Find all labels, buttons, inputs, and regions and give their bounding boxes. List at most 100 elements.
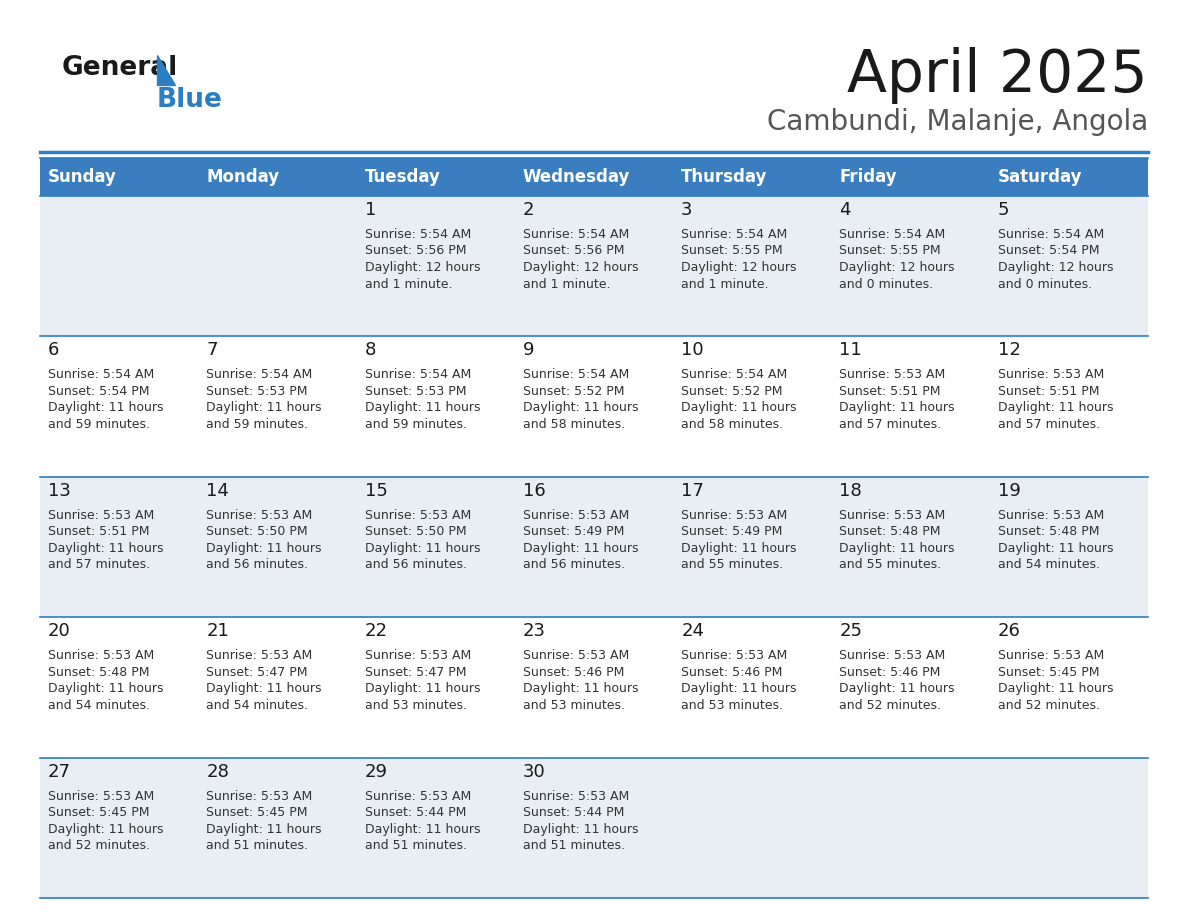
Text: and 0 minutes.: and 0 minutes. bbox=[840, 277, 934, 290]
Text: Sunset: 5:50 PM: Sunset: 5:50 PM bbox=[207, 525, 308, 538]
FancyBboxPatch shape bbox=[674, 196, 832, 336]
Text: Sunset: 5:51 PM: Sunset: 5:51 PM bbox=[840, 385, 941, 397]
Text: Daylight: 12 hours: Daylight: 12 hours bbox=[840, 261, 955, 274]
Text: Sunset: 5:46 PM: Sunset: 5:46 PM bbox=[840, 666, 941, 678]
Text: 20: 20 bbox=[48, 622, 71, 640]
Text: Sunset: 5:52 PM: Sunset: 5:52 PM bbox=[681, 385, 783, 397]
Text: 5: 5 bbox=[998, 201, 1010, 219]
Text: Sunset: 5:44 PM: Sunset: 5:44 PM bbox=[523, 806, 624, 819]
Text: Sunrise: 5:54 AM: Sunrise: 5:54 AM bbox=[840, 228, 946, 241]
FancyBboxPatch shape bbox=[832, 617, 990, 757]
Text: Daylight: 11 hours: Daylight: 11 hours bbox=[365, 542, 480, 554]
Text: Sunrise: 5:53 AM: Sunrise: 5:53 AM bbox=[840, 509, 946, 521]
Text: Saturday: Saturday bbox=[998, 168, 1082, 186]
Text: Daylight: 11 hours: Daylight: 11 hours bbox=[523, 682, 638, 695]
Text: Sunset: 5:45 PM: Sunset: 5:45 PM bbox=[207, 806, 308, 819]
FancyBboxPatch shape bbox=[514, 158, 674, 196]
Text: Sunrise: 5:53 AM: Sunrise: 5:53 AM bbox=[523, 509, 630, 521]
Text: 17: 17 bbox=[681, 482, 704, 499]
Text: and 54 minutes.: and 54 minutes. bbox=[207, 699, 308, 711]
Text: Daylight: 11 hours: Daylight: 11 hours bbox=[48, 823, 164, 835]
Text: Sunset: 5:56 PM: Sunset: 5:56 PM bbox=[523, 244, 625, 258]
Text: Daylight: 11 hours: Daylight: 11 hours bbox=[998, 542, 1113, 554]
Text: and 53 minutes.: and 53 minutes. bbox=[523, 699, 625, 711]
Text: Daylight: 11 hours: Daylight: 11 hours bbox=[998, 682, 1113, 695]
Text: and 51 minutes.: and 51 minutes. bbox=[365, 839, 467, 852]
Text: Sunset: 5:47 PM: Sunset: 5:47 PM bbox=[365, 666, 466, 678]
Text: Sunrise: 5:54 AM: Sunrise: 5:54 AM bbox=[48, 368, 154, 381]
Text: Daylight: 11 hours: Daylight: 11 hours bbox=[365, 823, 480, 835]
Text: Sunrise: 5:54 AM: Sunrise: 5:54 AM bbox=[681, 368, 788, 381]
Text: Sunrise: 5:54 AM: Sunrise: 5:54 AM bbox=[681, 228, 788, 241]
Text: and 52 minutes.: and 52 minutes. bbox=[840, 699, 941, 711]
Text: 10: 10 bbox=[681, 341, 703, 360]
Text: Tuesday: Tuesday bbox=[365, 168, 441, 186]
FancyBboxPatch shape bbox=[40, 617, 198, 757]
Text: 23: 23 bbox=[523, 622, 545, 640]
Text: 28: 28 bbox=[207, 763, 229, 780]
Text: Sunrise: 5:53 AM: Sunrise: 5:53 AM bbox=[207, 509, 312, 521]
Text: and 57 minutes.: and 57 minutes. bbox=[840, 418, 942, 431]
Text: Sunset: 5:45 PM: Sunset: 5:45 PM bbox=[48, 806, 150, 819]
Text: and 55 minutes.: and 55 minutes. bbox=[681, 558, 783, 571]
Text: and 51 minutes.: and 51 minutes. bbox=[207, 839, 308, 852]
Text: Sunrise: 5:53 AM: Sunrise: 5:53 AM bbox=[840, 649, 946, 662]
Text: and 52 minutes.: and 52 minutes. bbox=[998, 699, 1100, 711]
Text: Daylight: 11 hours: Daylight: 11 hours bbox=[681, 401, 797, 414]
Text: and 56 minutes.: and 56 minutes. bbox=[523, 558, 625, 571]
Text: Blue: Blue bbox=[157, 87, 223, 113]
FancyBboxPatch shape bbox=[674, 336, 832, 476]
FancyBboxPatch shape bbox=[356, 617, 514, 757]
FancyBboxPatch shape bbox=[514, 476, 674, 617]
Text: Sunrise: 5:54 AM: Sunrise: 5:54 AM bbox=[365, 368, 470, 381]
Text: Sunrise: 5:54 AM: Sunrise: 5:54 AM bbox=[998, 228, 1104, 241]
FancyBboxPatch shape bbox=[40, 476, 198, 617]
FancyBboxPatch shape bbox=[674, 476, 832, 617]
Text: and 53 minutes.: and 53 minutes. bbox=[365, 699, 467, 711]
Text: Sunrise: 5:53 AM: Sunrise: 5:53 AM bbox=[998, 509, 1104, 521]
Text: Daylight: 11 hours: Daylight: 11 hours bbox=[365, 401, 480, 414]
Text: and 53 minutes.: and 53 minutes. bbox=[681, 699, 783, 711]
FancyBboxPatch shape bbox=[832, 336, 990, 476]
Text: and 57 minutes.: and 57 minutes. bbox=[48, 558, 150, 571]
Text: Sunrise: 5:54 AM: Sunrise: 5:54 AM bbox=[523, 228, 630, 241]
Text: Sunset: 5:45 PM: Sunset: 5:45 PM bbox=[998, 666, 1099, 678]
FancyBboxPatch shape bbox=[356, 196, 514, 336]
Text: Sunset: 5:46 PM: Sunset: 5:46 PM bbox=[523, 666, 624, 678]
FancyBboxPatch shape bbox=[832, 757, 990, 898]
Text: Sunset: 5:54 PM: Sunset: 5:54 PM bbox=[998, 244, 1099, 258]
Text: Daylight: 11 hours: Daylight: 11 hours bbox=[523, 823, 638, 835]
Text: Thursday: Thursday bbox=[681, 168, 767, 186]
Text: 19: 19 bbox=[998, 482, 1020, 499]
Polygon shape bbox=[157, 55, 175, 85]
Text: Daylight: 11 hours: Daylight: 11 hours bbox=[207, 542, 322, 554]
Text: Sunrise: 5:53 AM: Sunrise: 5:53 AM bbox=[681, 509, 788, 521]
Text: Daylight: 11 hours: Daylight: 11 hours bbox=[523, 401, 638, 414]
Text: Friday: Friday bbox=[840, 168, 897, 186]
Text: Daylight: 11 hours: Daylight: 11 hours bbox=[365, 682, 480, 695]
Text: 25: 25 bbox=[840, 622, 862, 640]
Text: and 57 minutes.: and 57 minutes. bbox=[998, 418, 1100, 431]
Text: 1: 1 bbox=[365, 201, 375, 219]
Text: Sunrise: 5:53 AM: Sunrise: 5:53 AM bbox=[48, 649, 154, 662]
Text: and 58 minutes.: and 58 minutes. bbox=[681, 418, 783, 431]
Text: General: General bbox=[62, 55, 178, 81]
Text: 21: 21 bbox=[207, 622, 229, 640]
FancyBboxPatch shape bbox=[198, 336, 356, 476]
Text: 15: 15 bbox=[365, 482, 387, 499]
Text: and 0 minutes.: and 0 minutes. bbox=[998, 277, 1092, 290]
Text: Sunset: 5:49 PM: Sunset: 5:49 PM bbox=[681, 525, 783, 538]
FancyBboxPatch shape bbox=[990, 196, 1148, 336]
Text: Sunset: 5:46 PM: Sunset: 5:46 PM bbox=[681, 666, 783, 678]
Text: 14: 14 bbox=[207, 482, 229, 499]
Text: 18: 18 bbox=[840, 482, 862, 499]
FancyBboxPatch shape bbox=[198, 757, 356, 898]
Text: Sunrise: 5:53 AM: Sunrise: 5:53 AM bbox=[207, 789, 312, 802]
Text: Cambundi, Malanje, Angola: Cambundi, Malanje, Angola bbox=[766, 108, 1148, 136]
Text: Daylight: 11 hours: Daylight: 11 hours bbox=[207, 682, 322, 695]
Text: and 1 minute.: and 1 minute. bbox=[523, 277, 611, 290]
Text: Sunset: 5:51 PM: Sunset: 5:51 PM bbox=[48, 525, 150, 538]
FancyBboxPatch shape bbox=[356, 757, 514, 898]
Text: Sunrise: 5:53 AM: Sunrise: 5:53 AM bbox=[207, 649, 312, 662]
Text: and 59 minutes.: and 59 minutes. bbox=[207, 418, 308, 431]
